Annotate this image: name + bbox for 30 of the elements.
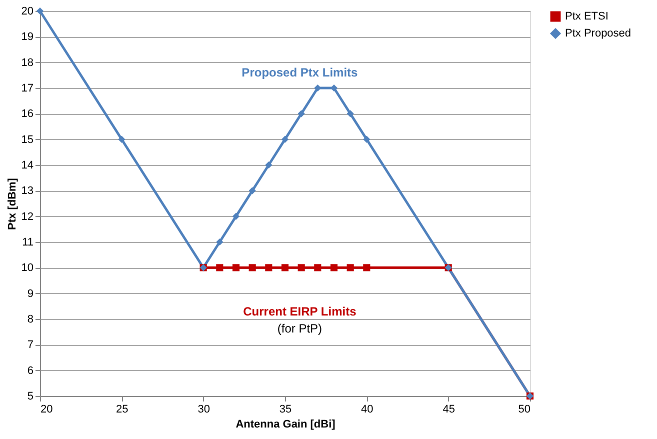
y-tick-label: 11 xyxy=(22,236,34,248)
annotation: Proposed Ptx Limits xyxy=(242,66,358,80)
y-tick-label: 20 xyxy=(21,6,34,18)
y-tick-label: 5 xyxy=(27,390,34,402)
y-tick-label: 14 xyxy=(21,160,34,172)
x-tick-label: 45 xyxy=(442,404,455,416)
y-tick-label: 7 xyxy=(27,339,34,352)
x-axis-title: Antenna Gain [dBi] xyxy=(236,418,336,430)
annotation: (for PtP) xyxy=(277,322,322,336)
x-tick-label: 35 xyxy=(279,404,292,416)
y-tick-label: 15 xyxy=(21,134,34,146)
x-tick-label: 30 xyxy=(198,404,210,416)
y-tick-label: 8 xyxy=(27,314,34,326)
y-tick-label: 13 xyxy=(21,185,34,198)
legend-label: Ptx ETSI xyxy=(565,10,608,22)
y-tick-label: 19 xyxy=(21,31,34,44)
y-tick-label: 9 xyxy=(27,288,34,300)
y-tick-label: 6 xyxy=(27,364,34,377)
y-tick-label: 12 xyxy=(21,210,34,223)
x-tick-label: 40 xyxy=(361,404,374,416)
y-tick-label: 10 xyxy=(21,262,34,274)
y-axis-title: Ptx [dBm] xyxy=(6,178,18,230)
y-tick-label: 16 xyxy=(21,108,34,120)
x-tick-label: 20 xyxy=(40,404,53,416)
x-tick-label: 50 xyxy=(518,404,530,416)
x-tick-label: 25 xyxy=(116,404,128,416)
y-tick-label: 18 xyxy=(21,56,34,69)
annotation: Current EIRP Limits xyxy=(243,304,357,318)
y-tick-label: 17 xyxy=(21,82,34,94)
legend-label: Ptx Proposed xyxy=(565,28,632,40)
